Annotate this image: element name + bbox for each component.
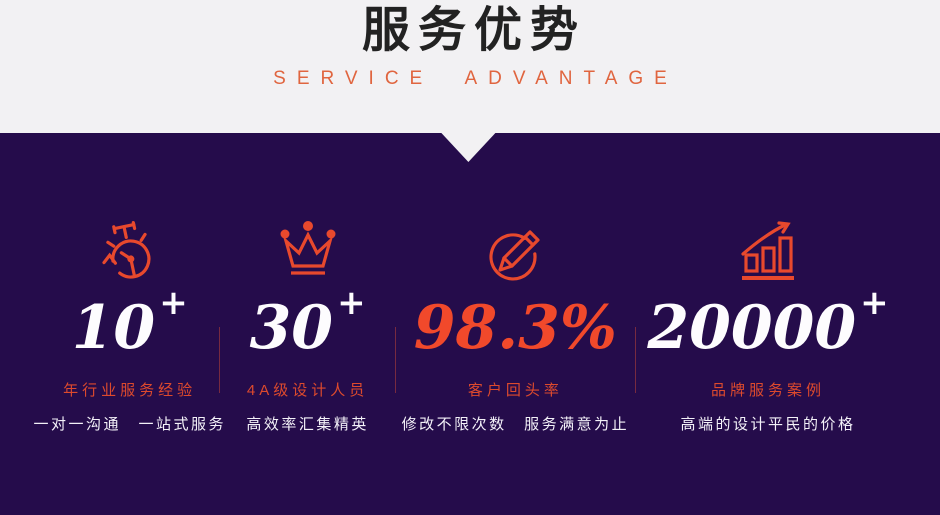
- bar-chart-icon: [732, 215, 804, 287]
- plus-suffix: +: [337, 283, 366, 323]
- stat-card-brand-cases: 20000 + 品牌服务案例 高端的设计平民的价格: [636, 215, 900, 434]
- stat-label: 品牌服务案例: [710, 382, 825, 399]
- stat-caption: 一对一沟通 一站式服务: [33, 416, 226, 433]
- stat-label: 客户回头率: [467, 382, 563, 399]
- stat-label: 4A级设计人员: [246, 382, 369, 399]
- stat-value: 20000 +: [647, 283, 888, 363]
- stat-card-return-rate: 98.3% 客户回头率 修改不限次数 服务满意为止: [396, 215, 635, 434]
- page-title: 服务优势: [361, 4, 586, 57]
- vertical-divider: [219, 327, 221, 393]
- header: 服务优势 SERVICE ADVANTAGE: [0, 0, 940, 133]
- stopwatch-icon: [94, 215, 166, 287]
- stat-number: 98.3%: [413, 293, 617, 363]
- stat-caption: 高端的设计平民的价格: [680, 416, 856, 433]
- stats-row: 10 + 年行业服务经验 一对一沟通 一站式服务 30 + 4A级设计: [0, 133, 940, 434]
- crown-icon: [272, 215, 344, 287]
- page-subtitle: SERVICE ADVANTAGE: [273, 67, 678, 89]
- pencil-circle-icon: [479, 215, 551, 287]
- vertical-divider: [394, 327, 396, 393]
- notch-triangle: [441, 133, 496, 162]
- stat-number: 10: [71, 293, 156, 363]
- stat-value: 10 +: [71, 283, 188, 363]
- plus-suffix: +: [159, 283, 188, 323]
- plus-suffix: +: [860, 283, 889, 323]
- stat-value: 30 +: [249, 283, 366, 363]
- stat-card-designers: 30 + 4A级设计人员 高效率汇集精英: [220, 215, 394, 434]
- stats-section: 10 + 年行业服务经验 一对一沟通 一站式服务 30 + 4A级设计: [0, 133, 940, 515]
- stat-value: 98.3%: [414, 293, 617, 363]
- vertical-divider: [634, 327, 636, 393]
- stat-card-industry-years: 10 + 年行业服务经验 一对一沟通 一站式服务: [33, 215, 223, 434]
- stat-number: 20000: [647, 293, 857, 363]
- stat-caption: 高效率汇集精英: [246, 416, 369, 433]
- stat-number: 30: [249, 293, 334, 363]
- stat-caption: 修改不限次数 服务满意为止: [401, 416, 630, 433]
- stat-label: 年行业服务经验: [63, 382, 197, 399]
